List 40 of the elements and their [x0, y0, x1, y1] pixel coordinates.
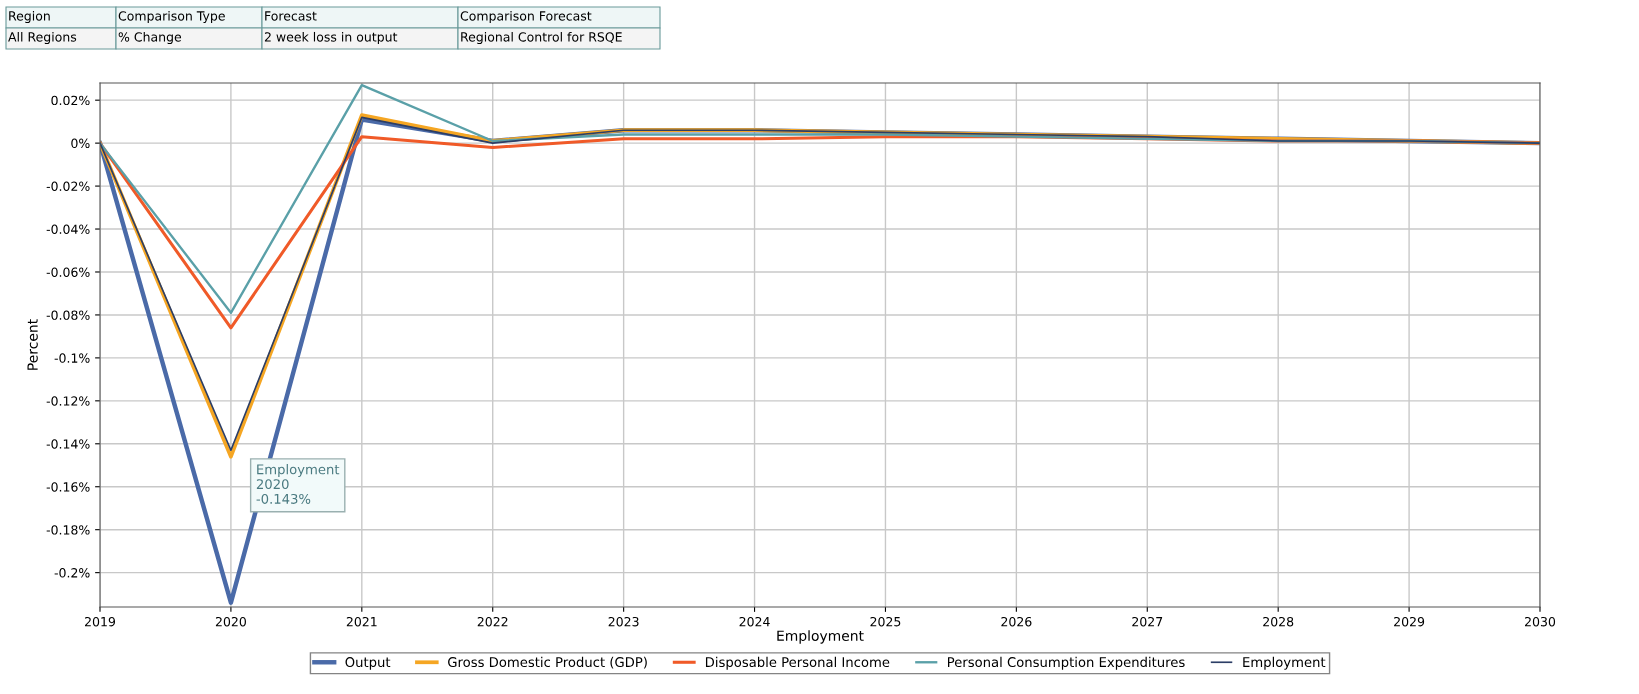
- y-tick-label: -0.02%: [46, 181, 90, 192]
- y-tick-label: -0.06%: [46, 267, 90, 277]
- text: Comparison Forecast: [460, 10, 592, 24]
- text: Comparison Type: [118, 10, 225, 24]
- x-tick-label: 2027: [1132, 616, 1163, 627]
- x-tick-label: 2029: [1394, 616, 1425, 627]
- y-axis-title: Percent: [27, 319, 38, 370]
- x-tick-label: 2022: [477, 616, 508, 627]
- y-tick-label: -0.2%: [54, 568, 90, 578]
- x-tick-label: 2019: [85, 616, 116, 627]
- y-tick-label: -0.16%: [46, 482, 90, 492]
- text: Forecast: [265, 11, 317, 21]
- text: Regional Control for RSQE: [461, 31, 622, 45]
- y-tick-label: -0.1%: [54, 353, 90, 363]
- x-tick-label: 2024: [739, 616, 770, 627]
- legend-label: Employment: [1243, 656, 1326, 670]
- x-tick-label: 2021: [346, 616, 377, 627]
- x-tick-label: 2020: [215, 616, 246, 627]
- legend-label: Output: [345, 657, 391, 670]
- text: % Change: [118, 31, 182, 45]
- y-tick-label: -0.08%: [46, 310, 90, 320]
- x-axis-title: Employment: [777, 630, 864, 644]
- text: Region: [9, 10, 50, 24]
- y-tick-label: -0.04%: [46, 224, 90, 234]
- x-tick-label: 2026: [1001, 616, 1032, 627]
- x-tick-label: 2025: [870, 616, 901, 627]
- legend-label: Gross Domestic Product (GDP): [448, 656, 647, 669]
- y-tick-label: -0.12%: [46, 396, 90, 406]
- y-tick-label: -0.14%: [46, 439, 90, 449]
- y-tick-label: -0.18%: [46, 525, 90, 535]
- y-tick-label: 0.02%: [51, 95, 90, 106]
- x-tick-label: 2023: [608, 616, 639, 627]
- y-tick-label: 0%: [71, 138, 90, 149]
- legend-label: Disposable Personal Income: [705, 656, 890, 670]
- annotation: Employment 2020 -0.143%: [256, 464, 340, 504]
- x-tick-label: 2028: [1263, 616, 1294, 627]
- text: 2 week loss in output: [264, 31, 398, 45]
- legend-label: Personal Consumption Expenditures: [948, 656, 1185, 670]
- text: All Regions: [8, 31, 77, 45]
- x-tick-label: 2030: [1525, 616, 1556, 627]
